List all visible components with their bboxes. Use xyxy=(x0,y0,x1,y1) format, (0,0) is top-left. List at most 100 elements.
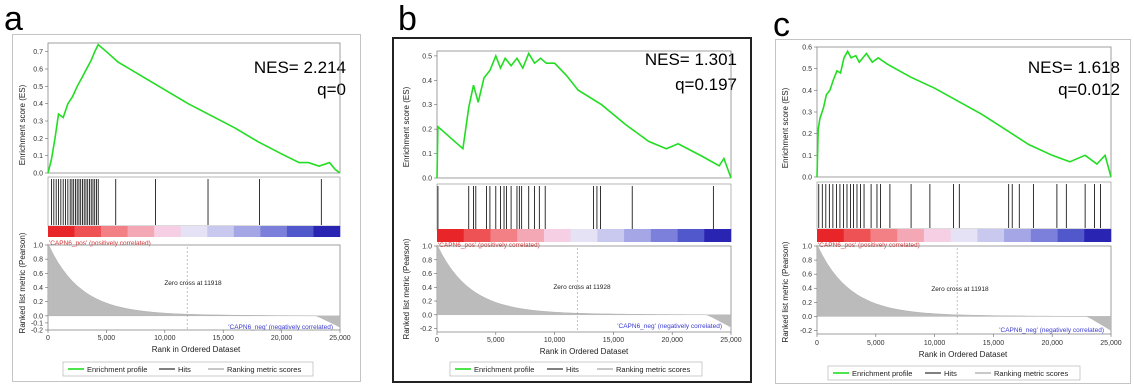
xtick-label: 20,000 xyxy=(271,335,293,342)
ranking-metric-area xyxy=(816,244,1112,331)
heatmap-segment xyxy=(870,229,898,242)
es-ytick-label: 0.3 xyxy=(33,119,43,126)
ranking-metric-area xyxy=(47,243,341,328)
gsea-chart-a: Enrichment score (ES) Ranked list metric… xyxy=(18,42,351,377)
heatmap-segment xyxy=(1057,229,1085,242)
neg-corr-label: 'CAPN6_neg' (negatively correlated) xyxy=(617,323,722,330)
xlabel: Rank in Ordered Dataset xyxy=(540,347,629,356)
es-ytick-label: 0.2 xyxy=(422,127,432,134)
metric-ytick-label: 0.0 xyxy=(802,314,812,321)
es-ytick-label: 0.1 xyxy=(33,153,43,160)
hits-frame xyxy=(47,176,341,227)
metric-ytick-label: 0.6 xyxy=(422,271,432,278)
legend-hits-label: Hits xyxy=(944,369,957,378)
ylabel-metric: Ranked list metric (Pearson) xyxy=(781,241,790,342)
gsea-chart-b: Enrichment score (ES) Ranked list metric… xyxy=(402,50,742,377)
xlabel: Rank in Ordered Dataset xyxy=(919,350,1008,359)
hits-frame xyxy=(436,183,732,231)
heatmap-segment xyxy=(48,226,75,237)
plot-area: 0.0 0.1 0.2 0.3 0.4 0.5 0.6 0.7 1.0 0.8 0.6 0.4 0.2 0… xyxy=(31,42,351,342)
metric-plot-frame xyxy=(47,244,341,331)
zero-cross-label: Zero cross at 11918 xyxy=(931,286,989,293)
ylabel-es: Enrichment score (ES) xyxy=(781,87,790,168)
es-ytick-label: 0.2 xyxy=(802,131,812,138)
heatmap-segment xyxy=(843,229,871,242)
es-ytick-label: 0.5 xyxy=(33,84,43,91)
xtick-label: 20,000 xyxy=(1041,340,1063,347)
panel-letter-c: c xyxy=(773,6,790,44)
metric-ytick-label: 0.0 xyxy=(422,312,432,319)
metric-ytick-label: 0.2 xyxy=(33,299,43,306)
legend-enrichment-label: Enrichment profile xyxy=(474,365,534,374)
xtick-label: 25,000 xyxy=(720,337,742,344)
plot-area: 0.0 0.1 0.2 0.3 0.4 0.5 0.6 1.0 0.8 0.6 0.4 0.2 0.0 -… xyxy=(800,45,1122,348)
es-ytick-label: 0.4 xyxy=(422,78,432,85)
heatmap-segment xyxy=(1004,229,1032,242)
metric-ytick-label: 0.0 xyxy=(33,313,43,320)
es-ytick-label: 0.3 xyxy=(802,110,812,117)
heatmap-segment xyxy=(977,229,1005,242)
heatmap-segment xyxy=(624,229,652,242)
ranking-metric-area xyxy=(436,244,732,328)
es-ytick-label: 0.0 xyxy=(802,175,812,182)
legend-enrichment-label: Enrichment profile xyxy=(852,369,912,378)
es-ytick-label: 0.0 xyxy=(33,171,43,178)
es-plot-frame xyxy=(436,50,732,179)
heatmap-segment xyxy=(207,226,235,237)
es-ytick-label: 0.1 xyxy=(802,153,812,160)
xtick-label: 10,000 xyxy=(154,335,176,342)
panel-letter-a: a xyxy=(4,0,23,38)
gsea-panel-a: Enrichment score (ES) Ranked list metric… xyxy=(12,34,361,382)
nes-label: NES= 1.301 xyxy=(645,50,737,69)
heatmap-segment xyxy=(180,226,208,237)
es-ytick-label: 0.0 xyxy=(422,176,432,183)
legend: Enrichment profile Hits Ranking metric s… xyxy=(449,361,703,377)
xtick-label: 5,000 xyxy=(487,337,505,344)
neg-corr-label: 'CAPN6_neg' (negatively correlated) xyxy=(999,327,1104,334)
es-ytick-label: 0.4 xyxy=(33,101,43,108)
pos-corr-label: 'CAPN6_pos' (positively correlated) xyxy=(49,240,151,247)
metric-ytick-label: -0.1 xyxy=(31,320,43,327)
xtick-label: 5,000 xyxy=(98,335,116,342)
es-ytick-label: 0.5 xyxy=(802,66,812,73)
xtick-label: 20,000 xyxy=(661,337,683,344)
ylabel-metric: Ranked list metric (Pearson) xyxy=(402,238,411,339)
heatmap-segment xyxy=(817,229,845,242)
legend-hits-label: Hits xyxy=(566,365,579,374)
metric-ytick-label: 0.4 xyxy=(422,285,432,292)
enrichment-profile-line xyxy=(436,51,732,179)
heatmap-segment xyxy=(517,229,545,242)
heatmap-segment xyxy=(950,229,978,242)
neg-corr-label: 'CAPN6_neg' (negatively correlated) xyxy=(228,324,333,331)
heatmap-segment xyxy=(923,229,951,242)
metric-ytick-label: 0.8 xyxy=(802,258,812,265)
metric-ytick-label: -0.2 xyxy=(800,328,812,335)
heatmap-segment xyxy=(313,226,341,237)
heatmap-segment xyxy=(597,229,625,242)
metric-ytick-label: 1.0 xyxy=(422,244,432,251)
panel-letter-b: b xyxy=(398,0,417,38)
es-ytick-label: 0.1 xyxy=(422,151,432,158)
heatmap-segment xyxy=(233,226,261,237)
legend-enrichment-label: Enrichment profile xyxy=(87,365,147,374)
gsea-panel-b: Enrichment score (ES) Ranked list metric… xyxy=(392,37,752,383)
xtick-label: 15,000 xyxy=(603,337,625,344)
es-ytick-label: 0.4 xyxy=(802,88,812,95)
legend: Enrichment profile Hits Ranking metric s… xyxy=(827,365,1081,381)
metric-ytick-label: -0.2 xyxy=(31,328,43,335)
xtick-label: 25,000 xyxy=(329,335,351,342)
metric-ytick-label: 0.2 xyxy=(422,299,432,306)
heatmap-segment xyxy=(74,226,102,237)
nes-label: NES= 1.618 xyxy=(1028,58,1120,77)
heatmap-segment xyxy=(437,229,465,242)
enrichment-profile-line xyxy=(816,49,1112,178)
metric-ytick-label: 0.6 xyxy=(33,271,43,278)
heatmap-segment xyxy=(490,229,518,242)
metric-ytick-label: 0.8 xyxy=(33,257,43,264)
pos-corr-label: 'CAPN6_pos' (positively correlated) xyxy=(818,242,920,249)
heatmap-segment xyxy=(704,229,732,242)
es-ytick-label: 0.3 xyxy=(422,102,432,109)
plot-area: 0.0 0.1 0.2 0.3 0.4 0.5 1.0 0.8 0.6 0.4 0.2 0.0 -0.2… xyxy=(420,50,742,344)
metric-ytick-label: -0.2 xyxy=(420,326,432,333)
xtick-label: 10,000 xyxy=(924,340,946,347)
